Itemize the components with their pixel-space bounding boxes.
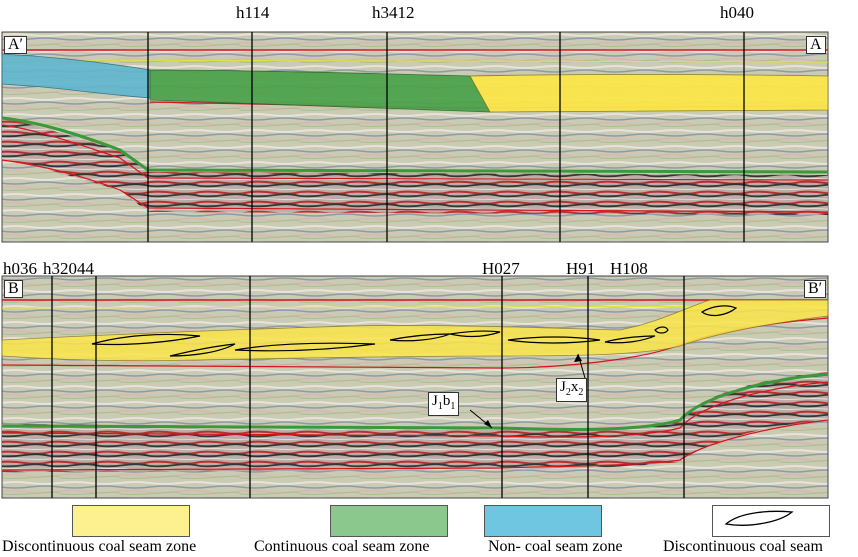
well-h036: h036 <box>3 259 37 278</box>
discontinuous-zone-top <box>469 74 829 113</box>
legend-swatch-non-coal-zone <box>484 505 602 537</box>
section-a-panel <box>1 31 829 243</box>
well-h3412: h3412 <box>372 3 415 22</box>
legend-label-discontinuous-zone: Discontinuous coal seam zone <box>2 538 197 555</box>
well-h040: h040 <box>720 3 754 22</box>
legend-swatch-discontinuous-zone <box>72 505 190 537</box>
section-b-right-end: B′ <box>804 280 827 298</box>
discontinuous-zone-bottom <box>1 299 829 362</box>
legend-lens-shape <box>724 510 794 526</box>
well-h114: h114 <box>236 3 270 22</box>
formation-label-j1b1: J1b1 <box>428 392 460 416</box>
legend-label-continuous-zone: Continuous coal seam zone <box>254 538 430 555</box>
legend-label-non-coal-zone: Non- coal seam zone <box>488 538 623 555</box>
well-h32044: h32044 <box>43 259 94 278</box>
legend-swatch-continuous-zone <box>330 505 448 537</box>
well-H91: H91 <box>566 259 596 278</box>
section-b-panel <box>1 275 829 499</box>
legend-label-discontinuous-seam: Discontinuous coal seam <box>663 538 823 555</box>
formation-label-j2x2: J2x2 <box>556 378 588 402</box>
section-b-left-end: B <box>4 280 23 298</box>
well-H108: H108 <box>610 259 648 278</box>
legend-swatch-discontinuous-seam <box>712 505 830 537</box>
well-H027: H027 <box>482 259 520 278</box>
section-a-left-end: A′ <box>4 36 28 54</box>
section-a-right-end: A <box>806 36 826 54</box>
